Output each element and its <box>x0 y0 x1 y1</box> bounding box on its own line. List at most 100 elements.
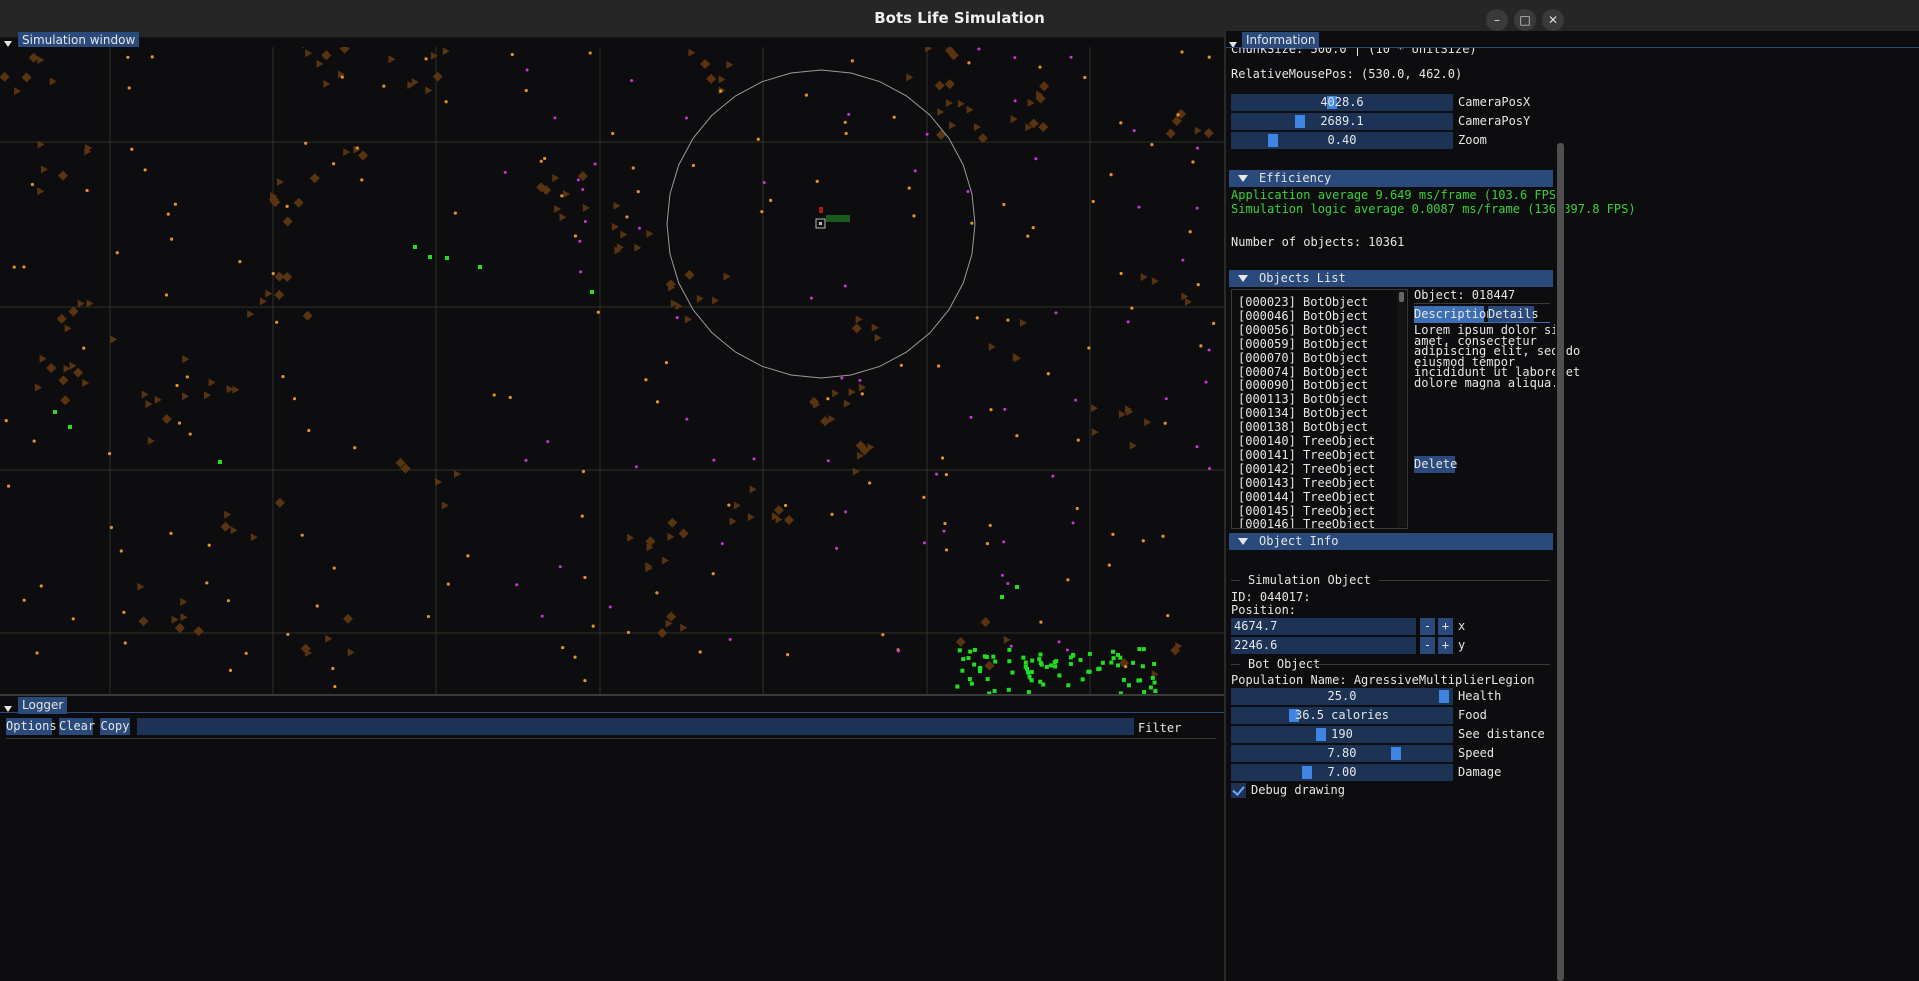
description-line: dolore magna aliqua. <box>1414 376 1559 390</box>
see-distance-slider[interactable]: 190 <box>1231 726 1453 743</box>
food-dot <box>970 221 974 225</box>
food-dot <box>4 419 8 423</box>
food-dot <box>1130 306 1134 310</box>
slider-grab[interactable] <box>1438 690 1449 703</box>
tree-triangle <box>684 315 692 324</box>
simulation-canvas[interactable] <box>0 47 1224 694</box>
collapse-arrow-icon[interactable] <box>4 701 12 715</box>
slider-grab[interactable] <box>1301 766 1312 779</box>
object-info-header[interactable]: Object Info <box>1229 533 1553 550</box>
delete-button[interactable]: Delete <box>1414 456 1458 473</box>
info-scrollbar[interactable] <box>1555 48 1566 981</box>
tab-description[interactable]: Description <box>1414 306 1494 323</box>
collapse-arrow-icon[interactable] <box>1229 37 1237 51</box>
tab-details[interactable]: Details <box>1488 306 1539 323</box>
bot-square <box>1071 652 1076 657</box>
list-item[interactable]: [000056] BotObject <box>1238 322 1369 337</box>
food-dot <box>760 210 764 214</box>
world-view[interactable] <box>0 47 1224 694</box>
list-item[interactable]: [000138] BotObject <box>1238 420 1369 435</box>
list-item[interactable]: [000145] TreeObject <box>1238 503 1376 518</box>
slider-grab[interactable] <box>1316 728 1327 741</box>
slider-grab[interactable] <box>1326 96 1337 109</box>
camera-y-slider[interactable]: 2689.1 <box>1231 113 1453 130</box>
scrollbar-thumb[interactable] <box>1557 143 1564 981</box>
slider-grab[interactable] <box>1391 747 1402 760</box>
list-item[interactable]: [000090] BotObject <box>1238 378 1369 393</box>
bot-square <box>972 662 977 667</box>
position-x-plus-button[interactable]: + <box>1438 618 1453 635</box>
tree-triangle <box>182 355 190 364</box>
list-item[interactable]: [000142] TreeObject <box>1238 461 1376 476</box>
list-item[interactable]: [000141] TreeObject <box>1238 447 1376 462</box>
tree-triangle <box>858 383 866 392</box>
tree-triangle <box>77 299 85 308</box>
simulation-window-title[interactable]: Simulation window <box>18 32 140 49</box>
position-x-minus-button[interactable]: - <box>1420 618 1435 635</box>
copy-button[interactable]: Copy <box>100 718 130 735</box>
list-scrollbar[interactable] <box>1397 291 1406 527</box>
list-item[interactable]: [000023] BotObject <box>1238 295 1369 309</box>
tree-triangle <box>906 73 914 82</box>
tree-triangle <box>226 385 234 394</box>
minimize-button[interactable]: – <box>1486 9 1508 31</box>
collapse-arrow-icon <box>1238 538 1248 545</box>
slider-grab[interactable] <box>1295 115 1306 128</box>
objects-listbox[interactable]: [000023] BotObject [000046] BotObject [000… <box>1231 289 1408 529</box>
health-slider[interactable]: 25.0 <box>1231 688 1453 705</box>
list-item[interactable]: [000143] TreeObject <box>1238 475 1376 490</box>
tree-diamond <box>174 622 185 633</box>
list-item[interactable]: [000134] BotObject <box>1238 406 1369 421</box>
debug-drawing-checkbox[interactable] <box>1231 783 1246 798</box>
objects-list-header[interactable]: Objects List <box>1229 270 1553 287</box>
list-item[interactable]: [000074] BotObject <box>1238 364 1369 379</box>
speed-slider[interactable]: 7.80 <box>1231 745 1453 762</box>
food-dot <box>510 52 514 57</box>
bot-square <box>1121 677 1126 682</box>
food-dot <box>35 651 39 655</box>
filter-input[interactable] <box>137 718 1134 735</box>
slider-grab[interactable] <box>1289 709 1300 722</box>
magenta-dot <box>858 378 862 382</box>
slider-grab[interactable] <box>1268 134 1279 147</box>
position-y-minus-button[interactable]: - <box>1420 637 1435 654</box>
object-id: ID: 044017: <box>1231 590 1311 604</box>
magenta-dot <box>847 112 851 116</box>
maximize-button[interactable]: □ <box>1514 9 1536 31</box>
food-dot <box>30 182 34 187</box>
position-x-input[interactable]: 4674.7 <box>1231 618 1416 635</box>
camera-x-slider[interactable]: 4028.6 <box>1231 94 1453 111</box>
damage-slider[interactable]: 7.00 <box>1231 764 1453 781</box>
zoom-slider[interactable]: 0.40 <box>1231 132 1453 149</box>
bot-square <box>1142 690 1147 694</box>
tree-diamond <box>1038 122 1049 133</box>
tree-triangle <box>302 47 305 49</box>
tree-triangle <box>937 108 945 117</box>
list-item[interactable]: [000046] BotObject <box>1238 308 1369 323</box>
position-y-plus-button[interactable]: + <box>1438 637 1453 654</box>
collapse-arrow-icon[interactable] <box>4 36 12 50</box>
bot-square <box>1087 651 1092 656</box>
bot-square <box>1148 685 1153 690</box>
scrollbar-thumb[interactable] <box>1399 292 1404 302</box>
list-item[interactable]: [000070] BotObject <box>1238 350 1369 365</box>
food-dot <box>492 393 496 397</box>
list-item[interactable]: [000144] TreeObject <box>1238 489 1376 504</box>
close-button[interactable]: ✕ <box>1542 9 1564 31</box>
options-button[interactable]: Options <box>6 718 57 735</box>
magenta-dot <box>1006 582 1010 586</box>
list-item[interactable]: [000113] BotObject <box>1238 392 1369 407</box>
tree-triangle <box>871 323 879 332</box>
food-slider[interactable]: 36.5 calories <box>1231 707 1453 724</box>
efficiency-header[interactable]: Efficiency <box>1229 170 1553 187</box>
list-item[interactable]: [000140] TreeObject <box>1238 434 1376 448</box>
information-title[interactable]: Information <box>1242 32 1320 49</box>
list-item[interactable]: [000059] BotObject <box>1238 336 1369 351</box>
clear-button[interactable]: Clear <box>59 718 96 735</box>
position-y-input[interactable]: 2246.6 <box>1231 637 1416 654</box>
list-item[interactable]: [000146] TreeObject <box>1238 517 1376 529</box>
tree-triangle <box>442 47 450 56</box>
logger-title[interactable]: Logger <box>18 697 68 714</box>
magenta-dot <box>581 188 585 192</box>
tree-triangle <box>973 123 981 132</box>
